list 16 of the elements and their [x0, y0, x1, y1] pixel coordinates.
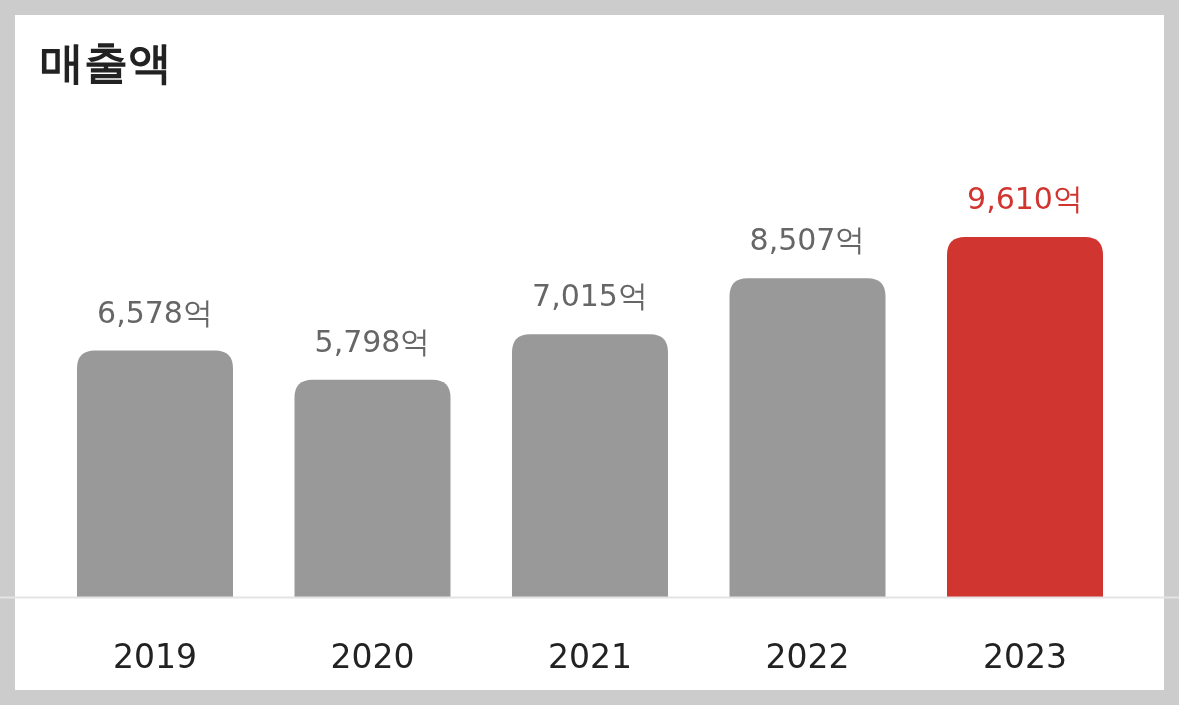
bar [729, 278, 886, 597]
x-tick-label: 2022 [765, 637, 850, 676]
data-label: 8,507억 [749, 222, 866, 258]
data-label: 7,015억 [532, 278, 648, 314]
x-tick-label: 2021 [548, 637, 632, 676]
bar [947, 237, 1103, 597]
bar [294, 379, 451, 597]
data-label: 6,578억 [97, 294, 213, 330]
x-tick-label: 2023 [983, 637, 1067, 676]
x-tick-label: 2019 [113, 637, 197, 676]
bar [77, 350, 233, 597]
chart-title: 매출액 [40, 37, 172, 88]
x-tick-label: 2020 [330, 637, 415, 676]
data-label: 5,798억 [314, 323, 431, 359]
data-label: 9,610억 [967, 181, 1083, 216]
bar [512, 334, 668, 597]
